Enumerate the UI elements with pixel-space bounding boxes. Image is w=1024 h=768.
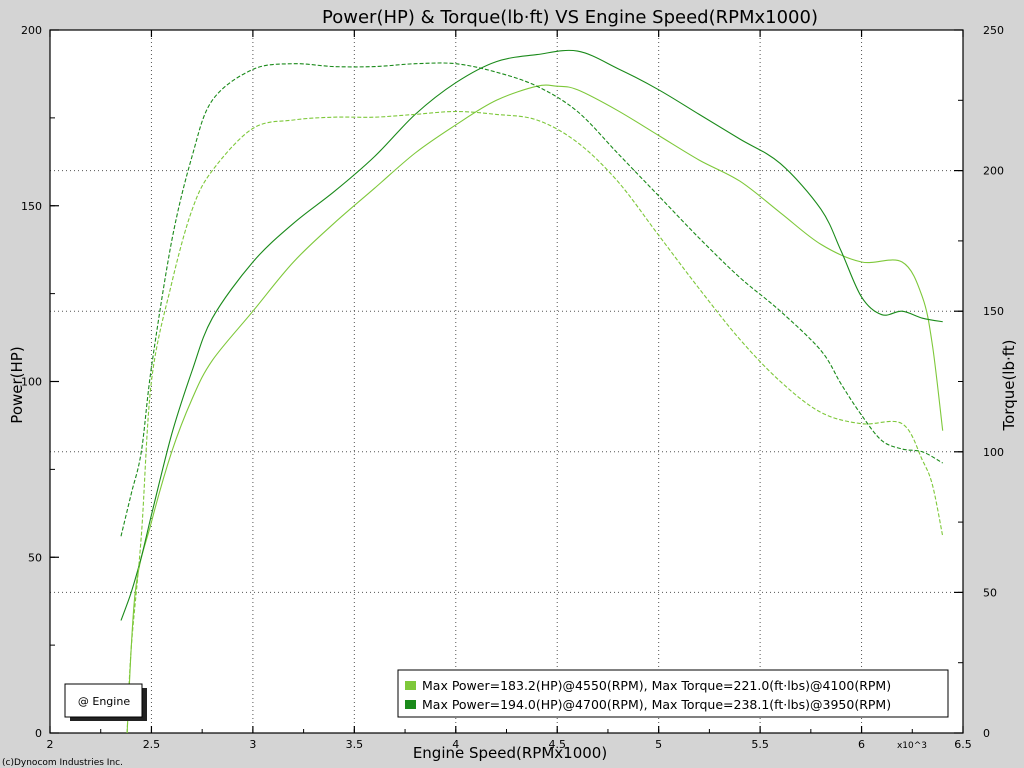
y2-tick-label: 50 bbox=[983, 586, 997, 599]
x-tick-label: 4.5 bbox=[548, 738, 566, 751]
legend-entry-2: Max Power=194.0(HP)@4700(RPM), Max Torqu… bbox=[422, 697, 891, 712]
y2-tick-label: 100 bbox=[983, 446, 1004, 459]
y-tick-label: 100 bbox=[21, 376, 42, 389]
y-tick-label: 200 bbox=[21, 24, 42, 37]
y2-tick-label: 200 bbox=[983, 165, 1004, 178]
y2-tick-label: 0 bbox=[983, 727, 990, 740]
torque-curve-run1 bbox=[126, 110, 944, 734]
plot-area bbox=[50, 30, 963, 733]
x-axis-label: Engine Speed(RPMx1000) bbox=[413, 744, 607, 762]
y-tick-label: 150 bbox=[21, 200, 42, 213]
y2-tick-label: 250 bbox=[983, 24, 1004, 37]
y2-axis-label: Torque(lb·ft) bbox=[1000, 339, 1018, 431]
legend: Max Power=183.2(HP)@4550(RPM), Max Torqu… bbox=[397, 669, 949, 718]
x-tick-label: 5.5 bbox=[751, 738, 769, 751]
x-tick-label: 3 bbox=[249, 738, 256, 751]
y-axis-label: Power(HP) bbox=[8, 346, 26, 423]
y-tick-label: 0 bbox=[35, 727, 42, 740]
x-tick-label: 6 bbox=[858, 738, 865, 751]
y2-tick-label: 150 bbox=[983, 305, 1004, 318]
x-axis-ticks: 2 2.5 3 3.5 4 4.5 5 5.5 6 6.5 bbox=[47, 30, 972, 751]
legend-swatch-1 bbox=[405, 681, 416, 690]
y-axis-ticks: 0 50 100 150 200 bbox=[21, 24, 59, 740]
x-tick-label: 5 bbox=[655, 738, 662, 751]
legend-entry-1: Max Power=183.2(HP)@4550(RPM), Max Torqu… bbox=[422, 678, 891, 693]
x-tick-label: 2 bbox=[47, 738, 54, 751]
series-lines bbox=[120, 49, 944, 734]
y2-axis-ticks: 0 50 100 150 200 250 bbox=[954, 24, 1004, 740]
grid-lines bbox=[50, 30, 963, 733]
x-tick-label: 3.5 bbox=[346, 738, 364, 751]
engine-box: @ Engine bbox=[64, 683, 147, 721]
x-tick-label: 2.5 bbox=[143, 738, 161, 751]
chart-title: Power(HP) & Torque(lb·ft) VS Engine Spee… bbox=[322, 7, 818, 28]
x-tick-label: 6.5 bbox=[954, 738, 972, 751]
power-curve-run1 bbox=[126, 84, 944, 734]
torque-curve-run2 bbox=[120, 62, 943, 537]
power-curve-run2 bbox=[120, 49, 943, 621]
y-tick-label: 50 bbox=[28, 551, 42, 564]
x-multiplier-label: x10^3 bbox=[897, 741, 927, 751]
copyright-text: (c)Dynocom Industries Inc. bbox=[2, 758, 123, 768]
x-tick-label: 4 bbox=[452, 738, 459, 751]
legend-swatch-2 bbox=[405, 700, 416, 709]
engine-box-label: @ Engine bbox=[78, 695, 130, 708]
